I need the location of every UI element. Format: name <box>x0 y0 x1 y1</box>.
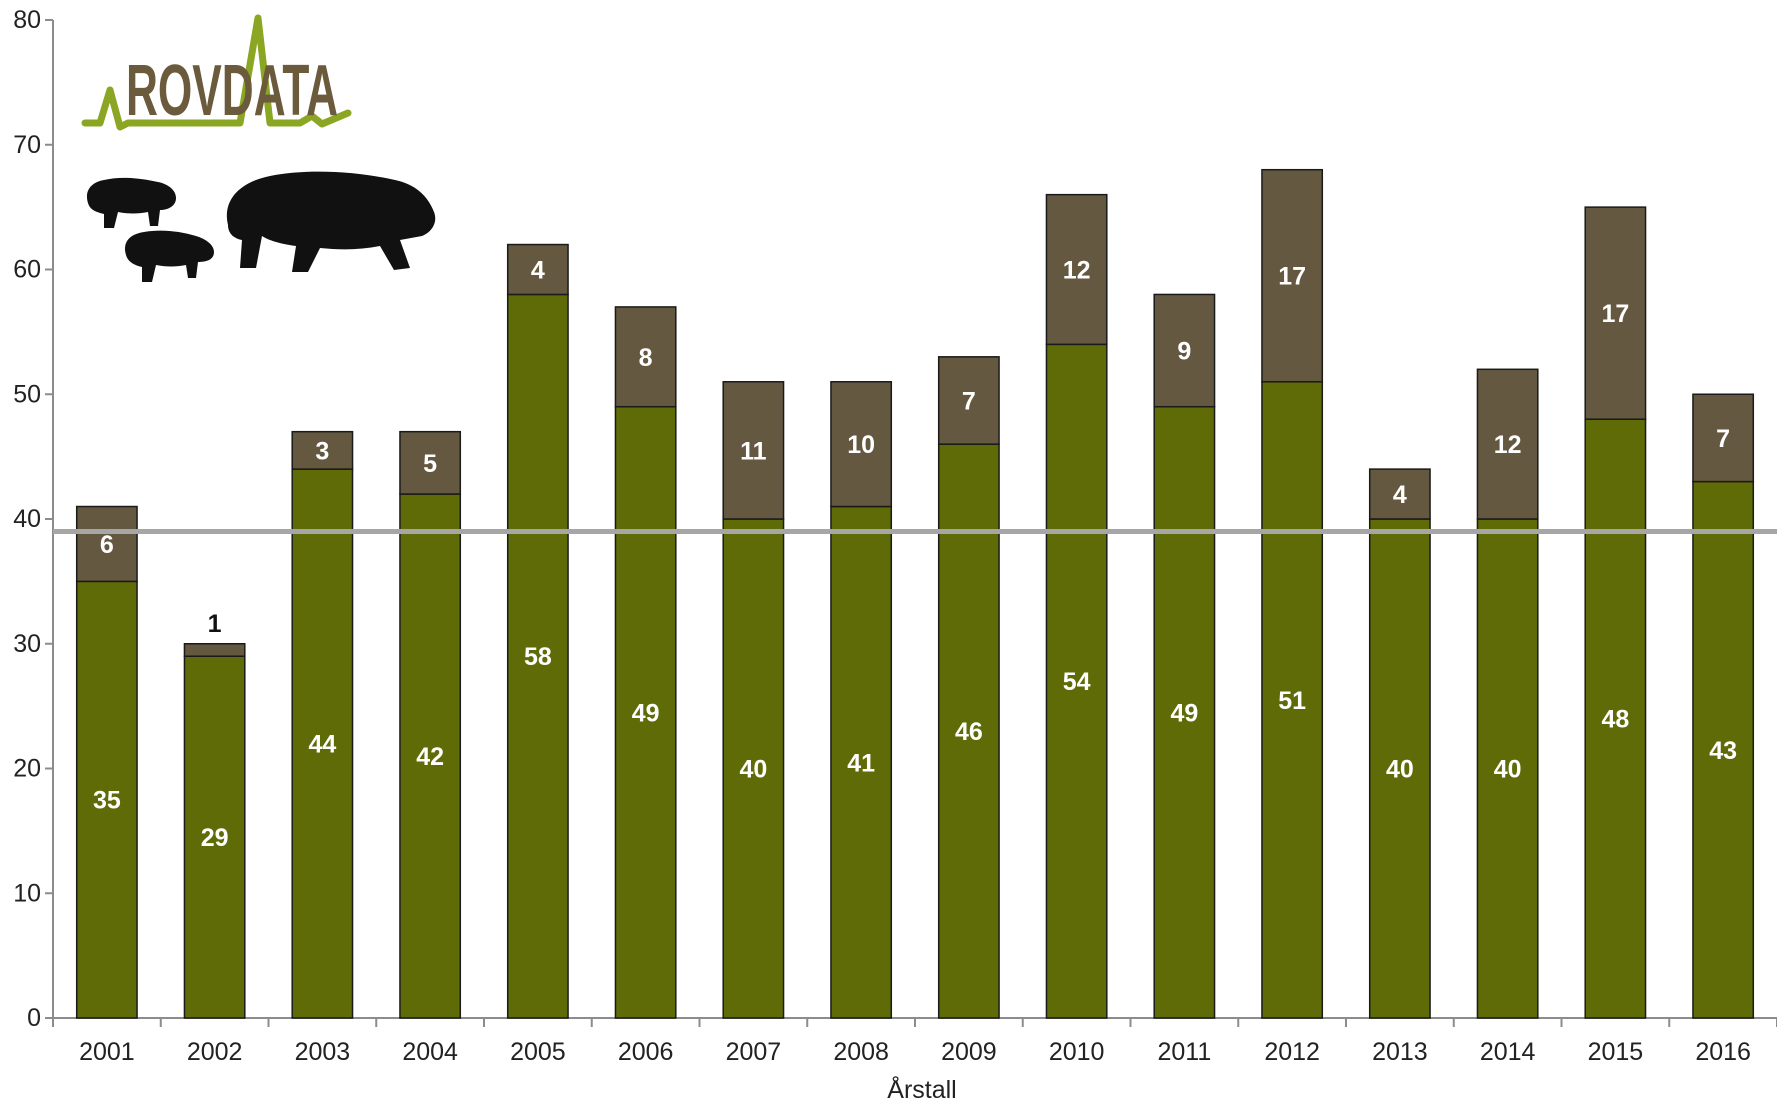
data-label: 51 <box>1278 687 1306 715</box>
x-tick-label: 2014 <box>1480 1038 1536 1066</box>
y-tick-label: 60 <box>13 256 41 284</box>
y-tick-label: 30 <box>13 630 41 658</box>
data-label: 54 <box>1063 668 1091 696</box>
bar-bottom-segment <box>399 493 462 1019</box>
data-label: 40 <box>1386 756 1414 784</box>
bar-top-segment <box>183 643 246 657</box>
bar-bottom-segment <box>291 468 354 1019</box>
data-label: 43 <box>1709 737 1737 765</box>
x-axis-title: Årstall <box>887 1074 956 1101</box>
data-label: 5 <box>423 450 437 478</box>
x-tick-label: 2001 <box>79 1038 135 1066</box>
y-tick-label: 50 <box>13 380 41 408</box>
bar-bottom-segment <box>614 405 677 1019</box>
data-label: 4 <box>1393 481 1407 509</box>
bar-bottom-segment <box>937 443 1000 1019</box>
logo-text: ROVDATA <box>126 51 338 131</box>
y-tick-label: 0 <box>27 1004 41 1032</box>
bar-bottom-segment <box>183 655 246 1019</box>
data-label: 8 <box>639 344 653 372</box>
x-tick-label: 2006 <box>618 1038 674 1066</box>
data-label: 58 <box>524 643 552 671</box>
data-label: 10 <box>847 431 875 459</box>
bar-bottom-segment <box>75 580 138 1019</box>
data-label: 42 <box>416 743 444 771</box>
y-tick-label: 70 <box>13 131 41 159</box>
x-tick-label: 2008 <box>833 1038 889 1066</box>
data-label: 12 <box>1494 431 1522 459</box>
x-tick-label: 2002 <box>187 1038 243 1066</box>
data-label: 48 <box>1601 706 1629 734</box>
data-label: 40 <box>1494 756 1522 784</box>
data-label: 29 <box>201 824 229 852</box>
x-tick-label: 2011 <box>1157 1038 1211 1066</box>
data-label: 17 <box>1278 263 1306 291</box>
x-tick-label: 2015 <box>1588 1038 1644 1066</box>
bar-top-segment <box>1261 168 1324 383</box>
data-label: 49 <box>632 699 660 727</box>
bar-bottom-segment <box>1368 518 1431 1019</box>
y-tick-label: 40 <box>13 505 41 533</box>
bar-top-segment <box>399 430 462 495</box>
x-tick-label: 2005 <box>510 1038 566 1066</box>
bar-top-segment <box>1153 293 1216 408</box>
x-tick-label: 2004 <box>402 1038 458 1066</box>
bar-bottom-segment <box>1476 518 1539 1019</box>
data-label: 1 <box>208 610 222 638</box>
bar-top-segment <box>1045 193 1108 346</box>
bar-top-segment <box>614 306 677 408</box>
data-label: 12 <box>1063 257 1091 285</box>
bar-bottom-segment <box>506 293 569 1019</box>
x-tick-label: 2003 <box>295 1038 351 1066</box>
bar-top-segment <box>722 381 785 520</box>
logo-pulse-line <box>81 14 352 131</box>
bar-top-segment <box>1584 206 1647 420</box>
x-tick-label: 2009 <box>941 1038 997 1066</box>
y-tick-label: 10 <box>13 879 41 907</box>
data-label: 7 <box>962 387 976 415</box>
wolverine-adult-icon <box>226 171 436 272</box>
bar-top-segment <box>1368 468 1431 520</box>
data-label: 11 <box>740 437 767 465</box>
wolverine-cub-icon <box>124 230 214 282</box>
data-label: 4 <box>531 257 545 285</box>
data-label: 6 <box>100 531 114 559</box>
data-label: 9 <box>1177 338 1191 366</box>
x-tick-label: 2010 <box>1049 1038 1105 1066</box>
x-tick-label: 2012 <box>1264 1038 1320 1066</box>
x-tick-label: 2007 <box>726 1038 782 1066</box>
data-label: 35 <box>93 787 121 815</box>
y-tick-label: 20 <box>13 755 41 783</box>
wolverine-cub-icon <box>86 177 176 228</box>
y-tick-label: 80 <box>13 6 41 34</box>
data-label: 17 <box>1601 300 1629 328</box>
bar-bottom-segment <box>1153 405 1216 1019</box>
bar-top-segment <box>1692 393 1755 483</box>
data-label: 44 <box>308 731 336 759</box>
x-tick-label: 2013 <box>1372 1038 1428 1066</box>
bar-bottom-segment <box>830 505 893 1019</box>
bar-top-segment <box>291 430 354 470</box>
data-labels: 3562914434255844984011411046754124995117… <box>93 257 1737 853</box>
data-label: 3 <box>315 437 329 465</box>
data-label: 46 <box>955 718 983 746</box>
data-label: 40 <box>739 756 767 784</box>
bar-top-segment <box>75 505 138 583</box>
rovdata-logo: ROVDATA <box>81 14 352 131</box>
x-axis-ticks: 2001 2002 2003 2004 2005 2006 2007 2008 2009 2010… <box>52 1018 1777 1066</box>
x-tick-label: 2016 <box>1695 1038 1751 1066</box>
bar-marks <box>75 168 1755 1019</box>
bar-bottom-segment <box>722 518 785 1019</box>
data-label: 41 <box>847 749 875 777</box>
data-label: 7 <box>1716 425 1730 453</box>
bar-bottom-segment <box>1261 381 1324 1019</box>
data-label: 49 <box>1170 699 1198 727</box>
bar-top-segment <box>830 381 893 508</box>
bar-top-segment <box>506 243 569 296</box>
bar-top-segment <box>937 356 1000 445</box>
y-axis-ticks: 0 10 20 30 40 50 60 70 80 <box>13 6 53 1032</box>
bar-top-segment <box>1476 368 1539 520</box>
